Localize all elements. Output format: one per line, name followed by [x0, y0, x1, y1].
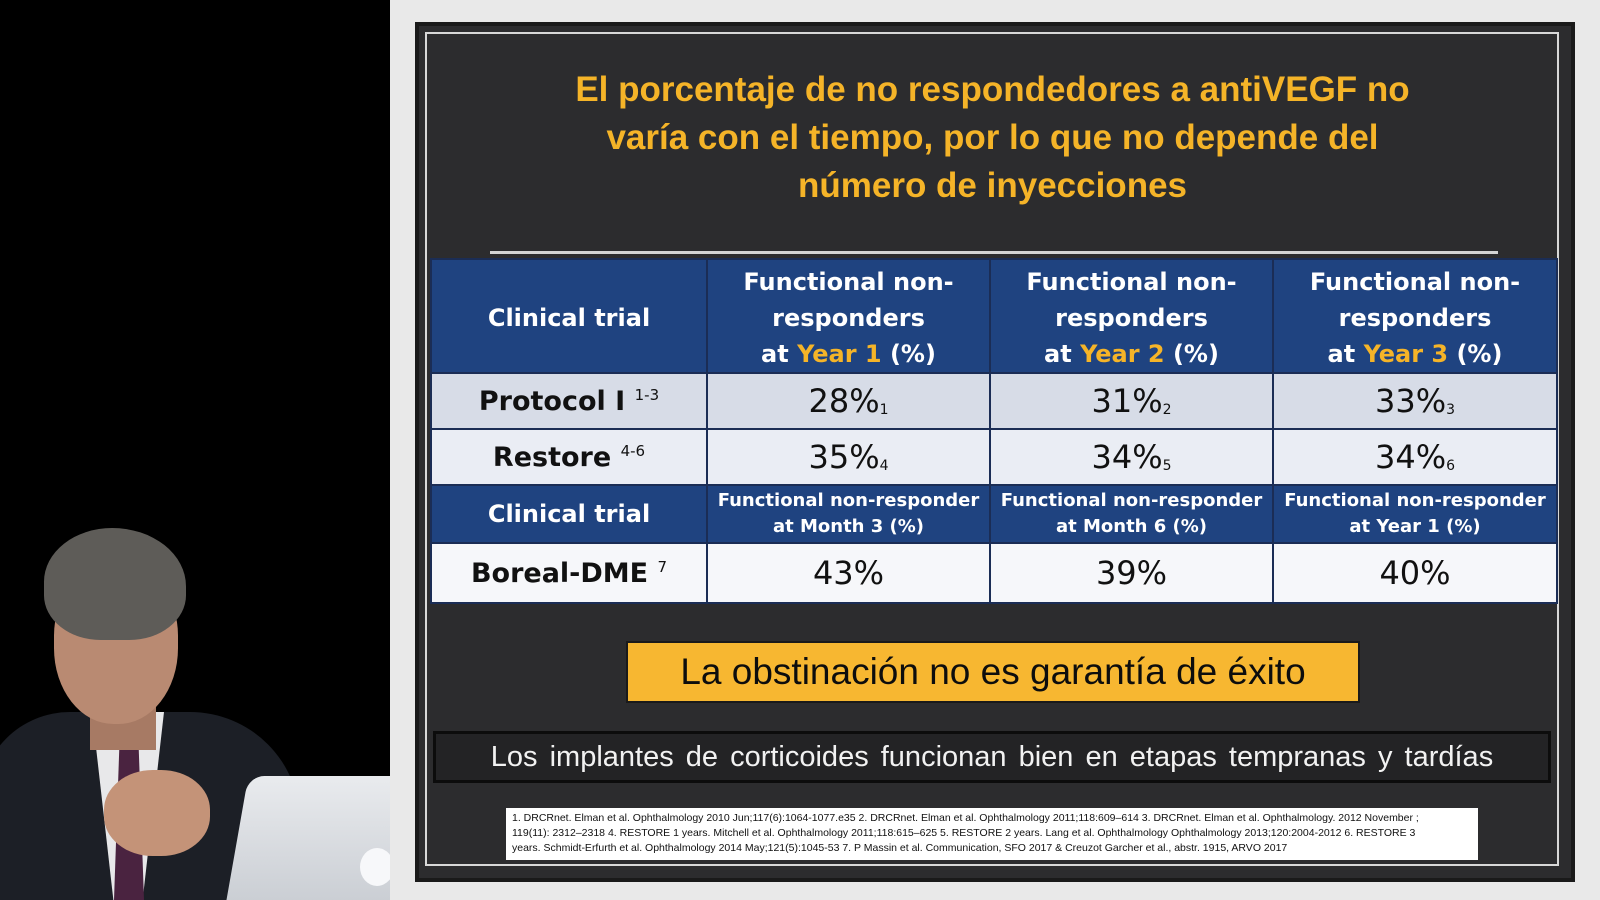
subheader-cell-year-1: Functional non-responder at Year 1 (%) [1272, 484, 1558, 544]
title-line: varía con el tiempo, por lo que no depen… [606, 118, 1379, 157]
reference-line: years. Schmidt-Erfurth et al. Ophthalmol… [512, 842, 1288, 854]
presenter-video [0, 0, 390, 900]
trial-name-cell: Boreal-DME 7 [430, 542, 708, 604]
header-cell-year-1: Functional non- responders at Year 1 (%) [706, 258, 991, 374]
subheader-cell-month-3: Functional non-responder at Month 3 (%) [706, 484, 991, 544]
trial-name-cell: Restore 4-6 [430, 428, 708, 486]
value-cell: 31%2 [989, 372, 1274, 430]
title-line: número de inyecciones [797, 166, 1188, 205]
title-line: El porcentaje de no respondedores a anti… [575, 70, 1410, 109]
laptop-logo-icon [360, 848, 390, 886]
table-row: Restore 4-6 35%4 34%5 34%6 [430, 428, 1558, 486]
header-cell-year-2: Functional non- responders at Year 2 (%) [989, 258, 1274, 374]
table-header-row: Clinical trial Functional non- responder… [430, 258, 1558, 374]
table-row: Protocol I 1-3 28%1 31%2 33%3 [430, 372, 1558, 430]
references-box: 1. DRCRnet. Elman et al. Ophthalmology 2… [506, 808, 1478, 860]
value-cell: 34%5 [989, 428, 1274, 486]
highlight-banner: La obstinación no es garantía de éxito [626, 641, 1360, 703]
subheader-cell-trial: Clinical trial [430, 484, 708, 544]
slide-title: El porcentaje de no respondedores a anti… [470, 66, 1515, 210]
value-cell: 33%3 [1272, 372, 1558, 430]
header-cell-year-3: Functional non- responders at Year 3 (%) [1272, 258, 1558, 374]
title-divider [490, 251, 1498, 254]
table-subheader-row: Clinical trial Functional non-responder a… [430, 484, 1558, 544]
trial-name-cell: Protocol I 1-3 [430, 372, 708, 430]
value-cell: 43% [706, 542, 991, 604]
reference-line: 119(11): 2312–2318 4. RESTORE 1 years. M… [512, 827, 1416, 839]
table-row: Boreal-DME 7 43% 39% 40% [430, 542, 1558, 604]
value-cell: 34%6 [1272, 428, 1558, 486]
value-cell: 28%1 [706, 372, 991, 430]
presenter-hand [104, 770, 210, 856]
subheader-cell-month-6: Functional non-responder at Month 6 (%) [989, 484, 1274, 544]
presenter-hair [44, 528, 186, 640]
subtitle-caption: Los implantes de corticoides funcionan b… [433, 731, 1551, 783]
value-cell: 40% [1272, 542, 1558, 604]
header-cell-trial: Clinical trial [430, 258, 708, 374]
reference-line: 1. DRCRnet. Elman et al. Ophthalmology 2… [512, 812, 1419, 824]
value-cell: 39% [989, 542, 1274, 604]
value-cell: 35%4 [706, 428, 991, 486]
results-table: Clinical trial Functional non- responder… [430, 258, 1558, 604]
